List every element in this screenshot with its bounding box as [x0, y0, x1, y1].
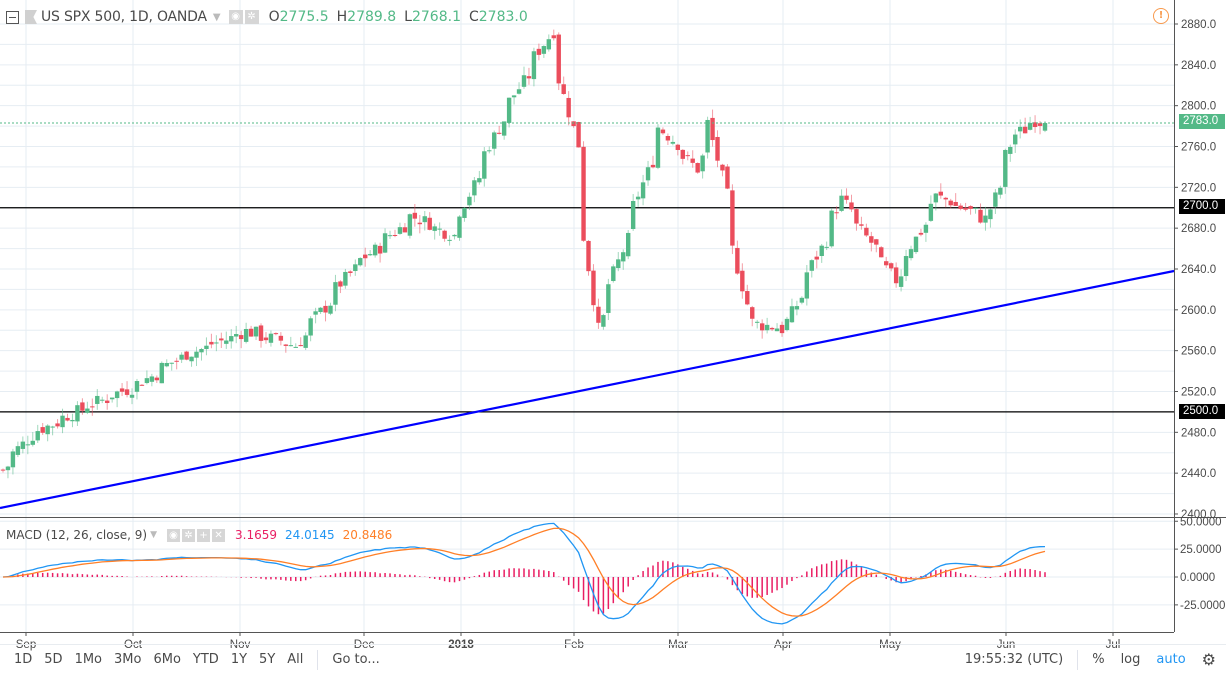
- gear-icon[interactable]: ✲: [244, 10, 259, 24]
- divider: [317, 649, 319, 670]
- flag-icon[interactable]: [25, 10, 37, 24]
- svg-text:2640.0: 2640.0: [1181, 264, 1216, 276]
- svg-text:2720.0: 2720.0: [1181, 182, 1216, 194]
- range-1d[interactable]: 1D: [14, 652, 33, 667]
- svg-text:Apr: Apr: [774, 639, 792, 651]
- svg-text:50.0000: 50.0000: [1180, 516, 1222, 528]
- axes: 2880.0 2840.0 2800.0 2760.0 2720.0 2680.0 2640…: [0, 0, 1226, 651]
- goto-button[interactable]: Go to...: [332, 652, 380, 667]
- chevron-down-icon[interactable]: ▼: [150, 530, 158, 540]
- svg-text:0.0000: 0.0000: [1180, 572, 1215, 584]
- range-5y[interactable]: 5Y: [259, 652, 276, 667]
- collapse-icon[interactable]: [6, 10, 19, 24]
- symbol-title[interactable]: US SPX 500, 1D, OANDA: [41, 9, 207, 25]
- low-label: L: [404, 9, 412, 25]
- bottom-toolbar: 1D 5D 1Mo 3Mo 6Mo YTD 1Y 5Y All Go to...…: [0, 644, 1226, 674]
- candlestick-series: [0, 29, 1048, 479]
- svg-text:Jul: Jul: [1106, 639, 1121, 651]
- svg-text:Jun: Jun: [997, 639, 1016, 651]
- last-price-tag: 2783.0: [1179, 114, 1225, 129]
- warning-icon[interactable]: !: [1153, 8, 1169, 24]
- settings-gear-icon[interactable]: ⚙: [1201, 650, 1216, 669]
- svg-text:2560.0: 2560.0: [1181, 346, 1216, 358]
- svg-text:2840.0: 2840.0: [1181, 60, 1216, 72]
- svg-text:25.0000: 25.0000: [1180, 544, 1222, 556]
- gear-icon[interactable]: ✲: [182, 528, 196, 542]
- close-label: C: [468, 9, 479, 25]
- log-toggle[interactable]: log: [1120, 652, 1141, 667]
- range-1y[interactable]: 1Y: [230, 652, 248, 667]
- range-5d[interactable]: 5D: [44, 652, 63, 667]
- macd-title[interactable]: MACD (12, 26, close, 9): [6, 528, 148, 542]
- svg-text:Oct: Oct: [124, 639, 143, 651]
- macd-histogram-value: 3.1659: [235, 528, 278, 542]
- macd-pane: [2, 522, 1046, 625]
- svg-text:Nov: Nov: [230, 639, 251, 651]
- low-value: 2768.1: [411, 9, 461, 25]
- range-1mo[interactable]: 1Mo: [74, 652, 103, 667]
- open-value: 2775.5: [279, 9, 329, 25]
- high-value: 2789.8: [347, 9, 397, 25]
- svg-text:2800.0: 2800.0: [1181, 101, 1216, 113]
- chevron-down-icon[interactable]: ▼: [212, 11, 221, 23]
- high-label: H: [336, 9, 348, 25]
- eye-icon[interactable]: ◉: [167, 528, 181, 542]
- macd-line-value: 24.0145: [285, 528, 335, 542]
- range-3mo[interactable]: 3Mo: [114, 652, 142, 667]
- svg-text:2680.0: 2680.0: [1181, 223, 1216, 235]
- auto-toggle[interactable]: auto: [1156, 652, 1186, 667]
- svg-text:2760.0: 2760.0: [1181, 141, 1216, 153]
- divider: [1077, 649, 1079, 670]
- horizontal-lines[interactable]: [0, 207, 1174, 413]
- trendline[interactable]: [0, 269, 1175, 510]
- eye-icon[interactable]: ◉: [228, 10, 243, 24]
- svg-text:2520.0: 2520.0: [1181, 386, 1216, 398]
- svg-text:2018: 2018: [448, 639, 474, 651]
- close-icon[interactable]: ✕: [212, 528, 226, 542]
- svg-text:2880.0: 2880.0: [1181, 19, 1216, 31]
- range-all[interactable]: All: [287, 652, 304, 667]
- macd-legend: MACD (12, 26, close, 9) ▼ ◉ ✲ + ✕ 3.1659…: [6, 528, 392, 542]
- svg-text:Sep: Sep: [16, 639, 36, 651]
- svg-text:May: May: [879, 639, 901, 651]
- svg-text:2600.0: 2600.0: [1181, 305, 1216, 317]
- macd-signal-value: 20.8486: [342, 528, 393, 542]
- svg-text:2400.0: 2400.0: [1181, 509, 1216, 521]
- range-ytd[interactable]: YTD: [192, 652, 219, 667]
- clock: 19:55:32 (UTC): [964, 652, 1064, 667]
- svg-text:Feb: Feb: [564, 639, 584, 651]
- svg-text:2440.0: 2440.0: [1181, 468, 1216, 480]
- plus-icon[interactable]: +: [197, 528, 211, 542]
- open-label: O: [268, 9, 280, 25]
- svg-text:-25.0000: -25.0000: [1180, 600, 1225, 612]
- hline-tag-2700[interactable]: 2700.0: [1179, 199, 1225, 214]
- svg-text:Mar: Mar: [668, 639, 688, 651]
- svg-text:2480.0: 2480.0: [1181, 427, 1216, 439]
- close-value: 2783.0: [478, 9, 528, 25]
- hline-tag-2500[interactable]: 2500.0: [1179, 404, 1225, 419]
- percent-toggle[interactable]: %: [1092, 652, 1105, 667]
- range-6mo[interactable]: 6Mo: [153, 652, 181, 667]
- svg-text:Dec: Dec: [354, 639, 375, 651]
- symbol-legend: US SPX 500, 1D, OANDA ▼ ◉ ✲ O 2775.5 H 278…: [6, 9, 528, 25]
